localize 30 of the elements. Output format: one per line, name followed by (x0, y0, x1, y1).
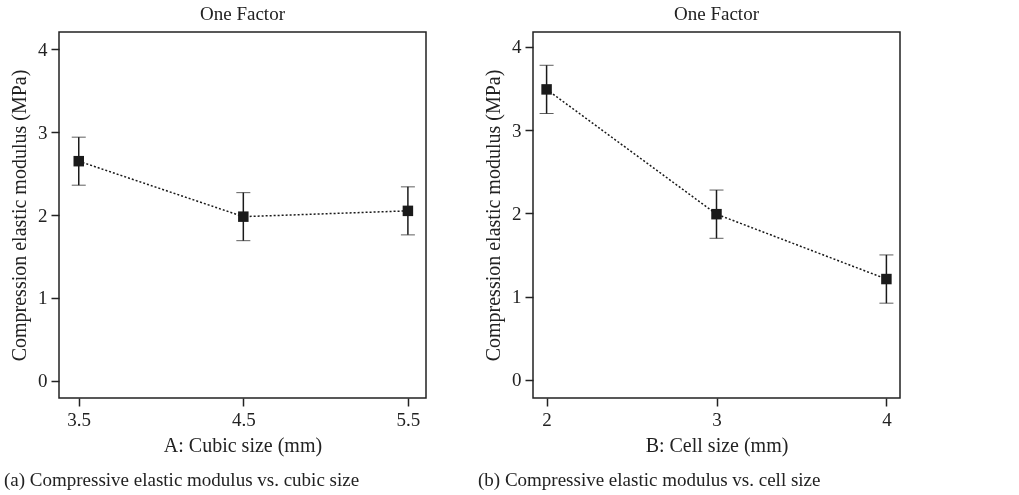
y-axis-title: Compression elastic modulus (MPa) (8, 69, 31, 362)
y-axis-title: Compression elastic modulus (MPa) (482, 69, 505, 362)
point (711, 208, 722, 220)
x-tick-label: 3 (712, 408, 722, 430)
y-tick-label: 0 (512, 369, 522, 391)
chart-title: One Factor (200, 3, 286, 24)
y-tick-label: 1 (512, 286, 522, 308)
chart-title: One Factor (674, 3, 760, 24)
y-tick-label: 2 (38, 204, 48, 226)
text: (b) Compressive elastic modulus vs. cell size (478, 469, 822, 491)
point (402, 205, 414, 217)
point (73, 155, 84, 167)
point (238, 211, 249, 222)
x-tick-label: 3.5 (67, 408, 92, 430)
point (541, 84, 552, 95)
y-tick-label: 4 (38, 38, 48, 60)
x-axis-title: B: Cell size (mm) (645, 433, 789, 457)
y-tick-label: 4 (512, 36, 522, 58)
y-tick-label: 3 (38, 121, 48, 143)
y-tick-label: 3 (512, 119, 522, 141)
point (881, 273, 892, 285)
x-tick-label: 4 (882, 408, 893, 430)
y-tick-label: 1 (38, 287, 48, 309)
x-tick-label: 2 (542, 408, 552, 430)
x-tick-label: 4.5 (231, 408, 256, 430)
y-tick-label: 0 (38, 370, 48, 392)
x-tick-label: 5.5 (396, 408, 421, 430)
text: (a) Compressive elastic modulus vs. cubic size (4, 469, 361, 491)
x-axis-title: A: Cubic size (mm) (163, 433, 323, 457)
y-tick-label: 2 (512, 202, 522, 224)
